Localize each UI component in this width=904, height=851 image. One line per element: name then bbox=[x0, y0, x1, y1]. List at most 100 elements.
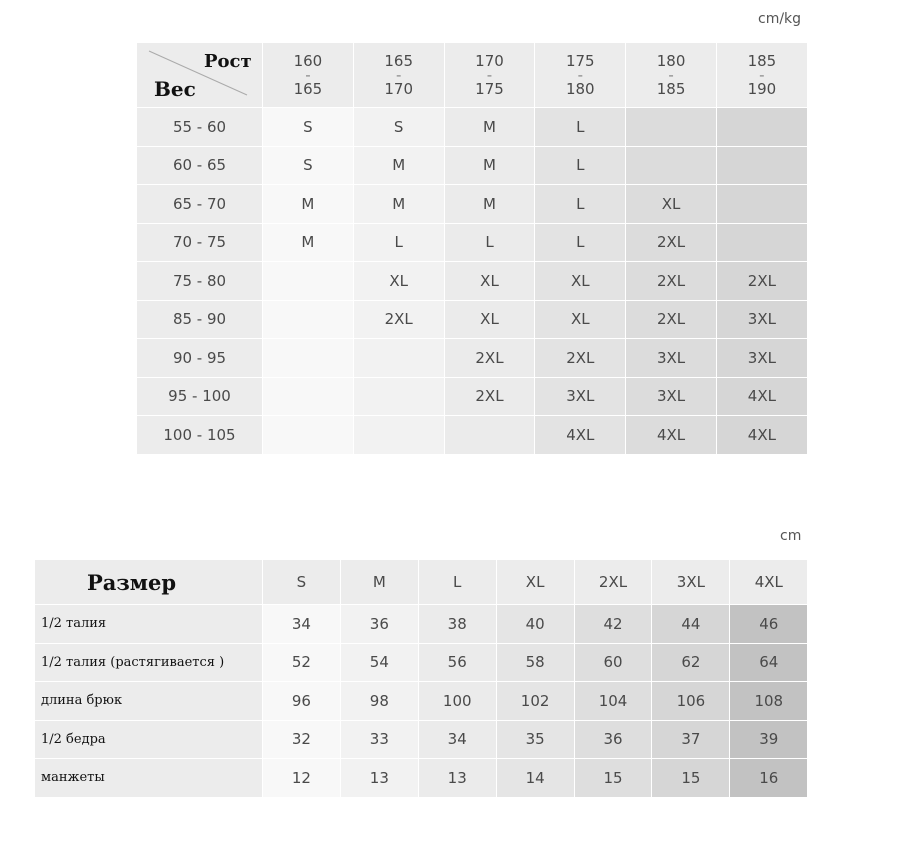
table-row: 1/2 талия (растягивается ) 52 54 56 58 60 62 64 bbox=[34, 642, 809, 682]
size-cell: 3XL bbox=[625, 376, 717, 416]
size-cell bbox=[625, 145, 717, 185]
size-cell: XL bbox=[625, 184, 717, 224]
size-header: 3XL bbox=[651, 559, 731, 605]
size-cell: 3XL bbox=[715, 299, 808, 339]
size-cell bbox=[262, 376, 354, 416]
measurement-value: 15 bbox=[651, 758, 731, 798]
range-dash: - bbox=[577, 66, 583, 84]
weight-range-cell: 60 - 65 bbox=[136, 145, 263, 185]
measurement-value: 12 bbox=[262, 758, 341, 798]
size-cell bbox=[262, 299, 354, 339]
measurement-value: 54 bbox=[339, 642, 419, 682]
header-row: Размер S M L XL 2XL 3XL 4XL bbox=[34, 559, 809, 605]
table-row: 65 - 70 M M M L XL bbox=[136, 184, 808, 224]
weight-range-cell: 65 - 70 bbox=[136, 184, 263, 224]
height-min: 170 bbox=[475, 52, 504, 70]
measurement-value: 38 bbox=[417, 604, 497, 644]
measurement-label: длина брюк bbox=[34, 681, 263, 721]
corner-header: Рост Вес bbox=[136, 42, 263, 108]
table-row: длина брюк 96 98 100 102 104 106 108 bbox=[34, 681, 809, 721]
size-cell: 3XL bbox=[625, 338, 717, 378]
size-cell bbox=[715, 184, 808, 224]
weight-range-cell: 85 - 90 bbox=[136, 299, 263, 339]
height-min: 185 bbox=[747, 52, 777, 70]
size-cell: XL bbox=[352, 261, 445, 301]
measurement-value: 52 bbox=[262, 642, 341, 682]
height-range-header: 175-180 bbox=[534, 42, 627, 108]
size-cell bbox=[625, 107, 717, 147]
height-max: 185 bbox=[656, 80, 686, 98]
measurement-value: 98 bbox=[339, 681, 419, 721]
size-header: S bbox=[262, 559, 341, 605]
size-header: 4XL bbox=[729, 559, 809, 605]
range-dash: - bbox=[395, 66, 402, 84]
measurement-value: 60 bbox=[573, 642, 653, 682]
weight-range-cell: 100 - 105 bbox=[136, 415, 263, 455]
height-range-header: 170-175 bbox=[443, 42, 536, 108]
height-min: 175 bbox=[565, 52, 595, 70]
measurement-value: 58 bbox=[495, 642, 575, 682]
measurements-table: Размер S M L XL 2XL 3XL 4XL 1/2 талия 34 36 38 40 42 4… bbox=[34, 559, 809, 798]
measurement-value: 34 bbox=[262, 604, 341, 644]
table-row: 70 - 75 M L L L 2XL bbox=[136, 222, 808, 262]
range-dash: - bbox=[759, 66, 765, 84]
size-cell: M bbox=[262, 222, 354, 262]
size-cell: S bbox=[262, 145, 354, 185]
measurement-label: манжеты bbox=[34, 758, 263, 798]
height-max: 190 bbox=[747, 80, 777, 98]
measurement-value: 16 bbox=[729, 758, 809, 798]
size-cell bbox=[262, 261, 354, 301]
height-weight-size-table: Рост Вес 160-165 165-170 170-175 175-180 180-1… bbox=[136, 42, 808, 455]
size-cell bbox=[262, 415, 354, 455]
weight-range-cell: 70 - 75 bbox=[136, 222, 263, 262]
measurement-value: 33 bbox=[339, 719, 419, 759]
size-cell: 2XL bbox=[352, 299, 445, 339]
size-cell bbox=[715, 222, 808, 262]
size-cell: M bbox=[443, 107, 536, 147]
size-cell bbox=[715, 107, 808, 147]
height-max: 170 bbox=[384, 80, 414, 98]
size-cell: M bbox=[262, 184, 354, 224]
measurement-value: 42 bbox=[573, 604, 653, 644]
unit-label-cm-kg: cm/kg bbox=[758, 11, 802, 27]
measurement-value: 13 bbox=[417, 758, 497, 798]
size-cell: M bbox=[443, 184, 536, 224]
size-cell bbox=[715, 145, 808, 185]
size-cell: XL bbox=[443, 261, 536, 301]
measurement-value: 56 bbox=[417, 642, 497, 682]
measurement-value: 15 bbox=[573, 758, 653, 798]
size-cell: 3XL bbox=[715, 338, 808, 378]
size-cell: 3XL bbox=[534, 376, 627, 416]
measurement-value: 14 bbox=[495, 758, 575, 798]
height-min: 165 bbox=[384, 52, 414, 70]
height-min: 160 bbox=[293, 52, 323, 70]
measurement-value: 39 bbox=[729, 719, 809, 759]
size-cell bbox=[443, 415, 536, 455]
size-cell: S bbox=[352, 107, 445, 147]
size-cell bbox=[262, 338, 354, 378]
table-row: манжеты 12 13 13 14 15 15 16 bbox=[34, 758, 809, 798]
measurement-value: 36 bbox=[573, 719, 653, 759]
measurement-value: 36 bbox=[339, 604, 419, 644]
size-header: XL bbox=[495, 559, 575, 605]
measurement-value: 106 bbox=[651, 681, 731, 721]
size-cell bbox=[352, 415, 445, 455]
measurement-value: 34 bbox=[417, 719, 497, 759]
size-cell: 4XL bbox=[715, 376, 808, 416]
measurement-value: 100 bbox=[417, 681, 497, 721]
measurement-value: 46 bbox=[729, 604, 809, 644]
size-cell: 4XL bbox=[715, 415, 808, 455]
size-cell: 2XL bbox=[534, 338, 627, 378]
height-max: 165 bbox=[293, 80, 323, 98]
table-row: 60 - 65 S M M L bbox=[136, 145, 808, 185]
size-cell: L bbox=[443, 222, 536, 262]
weight-range-cell: 55 - 60 bbox=[136, 107, 263, 147]
size-cell: 4XL bbox=[534, 415, 627, 455]
size-cell: 2XL bbox=[625, 222, 717, 262]
measurement-value: 108 bbox=[729, 681, 809, 721]
size-cell: S bbox=[262, 107, 354, 147]
measurement-value: 13 bbox=[339, 758, 419, 798]
size-header: 2XL bbox=[573, 559, 653, 605]
size-header: L bbox=[417, 559, 497, 605]
size-cell: M bbox=[352, 184, 445, 224]
